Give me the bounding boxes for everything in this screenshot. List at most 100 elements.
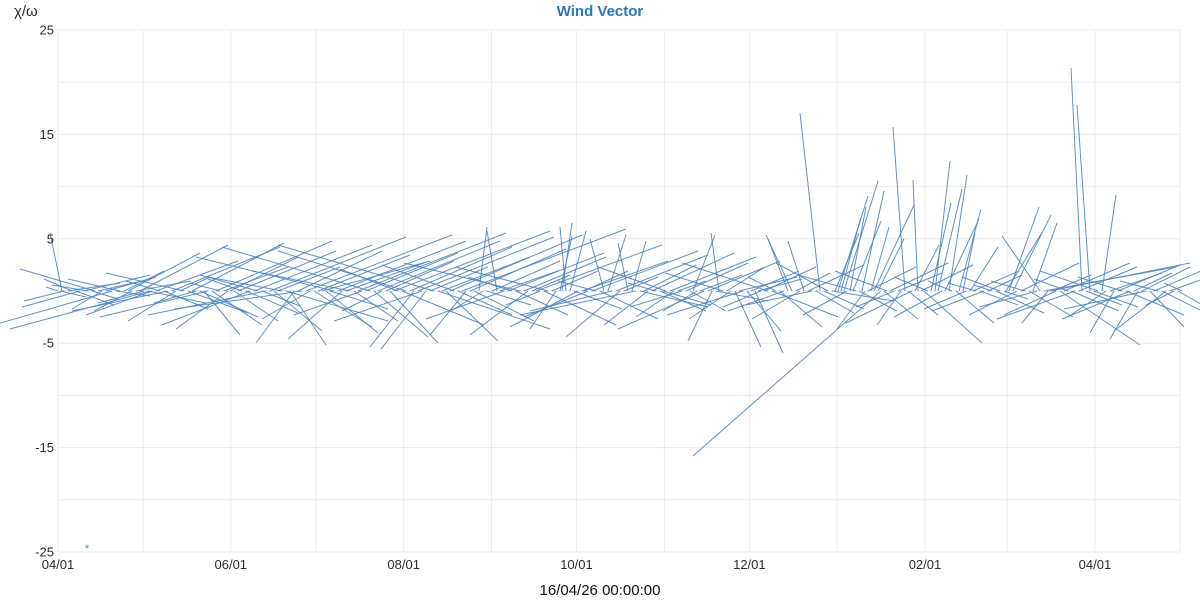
wind-vector [797, 274, 857, 292]
wind-vector [681, 262, 769, 292]
asterisk-marker-glyph: * [85, 543, 90, 555]
wind-vector [461, 228, 627, 292]
wind-vector [615, 254, 709, 292]
wind-vectors [0, 67, 1200, 457]
wind-vector [261, 290, 301, 307]
wind-vector [269, 236, 407, 292]
wind-vector [845, 290, 913, 324]
wind-vector [147, 290, 267, 316]
wind-vector [287, 290, 343, 340]
wind-vector [155, 260, 239, 292]
wind-vector [369, 290, 415, 348]
wind-vector [491, 260, 561, 292]
wind-vector [543, 290, 617, 326]
wind-vector [297, 250, 383, 292]
wind-vector [45, 286, 59, 292]
wind-vector [317, 254, 411, 292]
wind-vector [1063, 290, 1147, 310]
wind-vector [1149, 290, 1185, 328]
wind-vector [603, 290, 649, 326]
wind-vector [51, 284, 89, 292]
wind-vector [173, 290, 303, 310]
wind-vector [843, 180, 879, 292]
gridlines [57, 29, 1181, 553]
wind-vector [639, 290, 709, 308]
wind-vector [1141, 266, 1191, 292]
x-tick-label: 10/01 [560, 557, 593, 572]
wind-vector [937, 188, 963, 292]
wind-vector [97, 290, 145, 304]
wind-vector [855, 290, 895, 308]
wind-vector [1169, 279, 1200, 292]
wind-vector [973, 284, 993, 292]
wind-vector [273, 290, 323, 332]
wind-vector [947, 282, 977, 292]
wind-vector [373, 290, 429, 338]
wind-vector [123, 270, 165, 292]
wind-vector [1119, 280, 1159, 292]
wind-vector [787, 240, 805, 292]
wind-vector [441, 256, 531, 292]
wind-vector [1177, 290, 1200, 305]
wind-vector [569, 230, 587, 292]
x-axis-label: 16/04/26 00:00:00 [539, 582, 661, 599]
x-tick-label: 04/01 [1079, 557, 1112, 572]
wind-vector [978, 290, 1038, 308]
wind-vector [955, 290, 995, 324]
wind-vector [1070, 290, 1120, 312]
x-tick-label: 08/01 [387, 557, 420, 572]
wind-vector [914, 244, 940, 292]
wind-vector [995, 290, 1045, 314]
wind-vector [930, 202, 952, 292]
wind-vector [557, 280, 597, 292]
wind-vector [1077, 276, 1123, 292]
wind-vector [699, 274, 743, 292]
wind-vector [677, 280, 707, 292]
wind-vector [486, 290, 532, 306]
wind-vector [187, 290, 249, 314]
x-tick-label: 06/01 [215, 557, 248, 572]
wind-vector [962, 232, 976, 292]
y-tick-label: 15 [40, 127, 54, 142]
wind-vector [573, 290, 623, 310]
wind-vector [23, 290, 65, 302]
wind-vector [607, 234, 627, 292]
wind-vector [1113, 290, 1167, 332]
wind-vector [1070, 67, 1083, 292]
wind-vector [245, 290, 299, 314]
wind-vector [1078, 266, 1138, 292]
wind-vector [892, 126, 906, 292]
wind-vector [455, 266, 549, 292]
wind-vector [889, 262, 949, 292]
wind-vector [861, 190, 885, 292]
wind-vector [305, 234, 453, 292]
wind-vector [515, 290, 569, 316]
wind-vector [127, 252, 201, 292]
wind-vector [71, 290, 169, 312]
wind-vector [669, 256, 757, 292]
wind-vector [153, 290, 197, 304]
wind-vector [559, 226, 567, 292]
wind-vector [67, 278, 121, 292]
wind-vector [631, 240, 647, 292]
wind-vector [858, 290, 898, 312]
wind-vector [425, 290, 505, 320]
x-tick-label: 02/01 [909, 557, 942, 572]
wind-vector [1032, 222, 1058, 292]
wind-vector [337, 240, 467, 292]
wind-vector [505, 290, 541, 306]
wind-vector [666, 290, 744, 316]
wind-vector [429, 290, 467, 336]
wind-vector [445, 290, 499, 342]
wind-vector [687, 290, 713, 342]
wind-vector [223, 266, 289, 292]
wind-vector [969, 246, 999, 292]
wind-vector [339, 268, 399, 292]
wind-vector [353, 290, 399, 322]
wind-vector [779, 290, 823, 328]
wind-vector [771, 290, 839, 318]
wind-vector [662, 290, 698, 312]
wind-vector [747, 276, 777, 292]
wind-vector [948, 174, 968, 292]
